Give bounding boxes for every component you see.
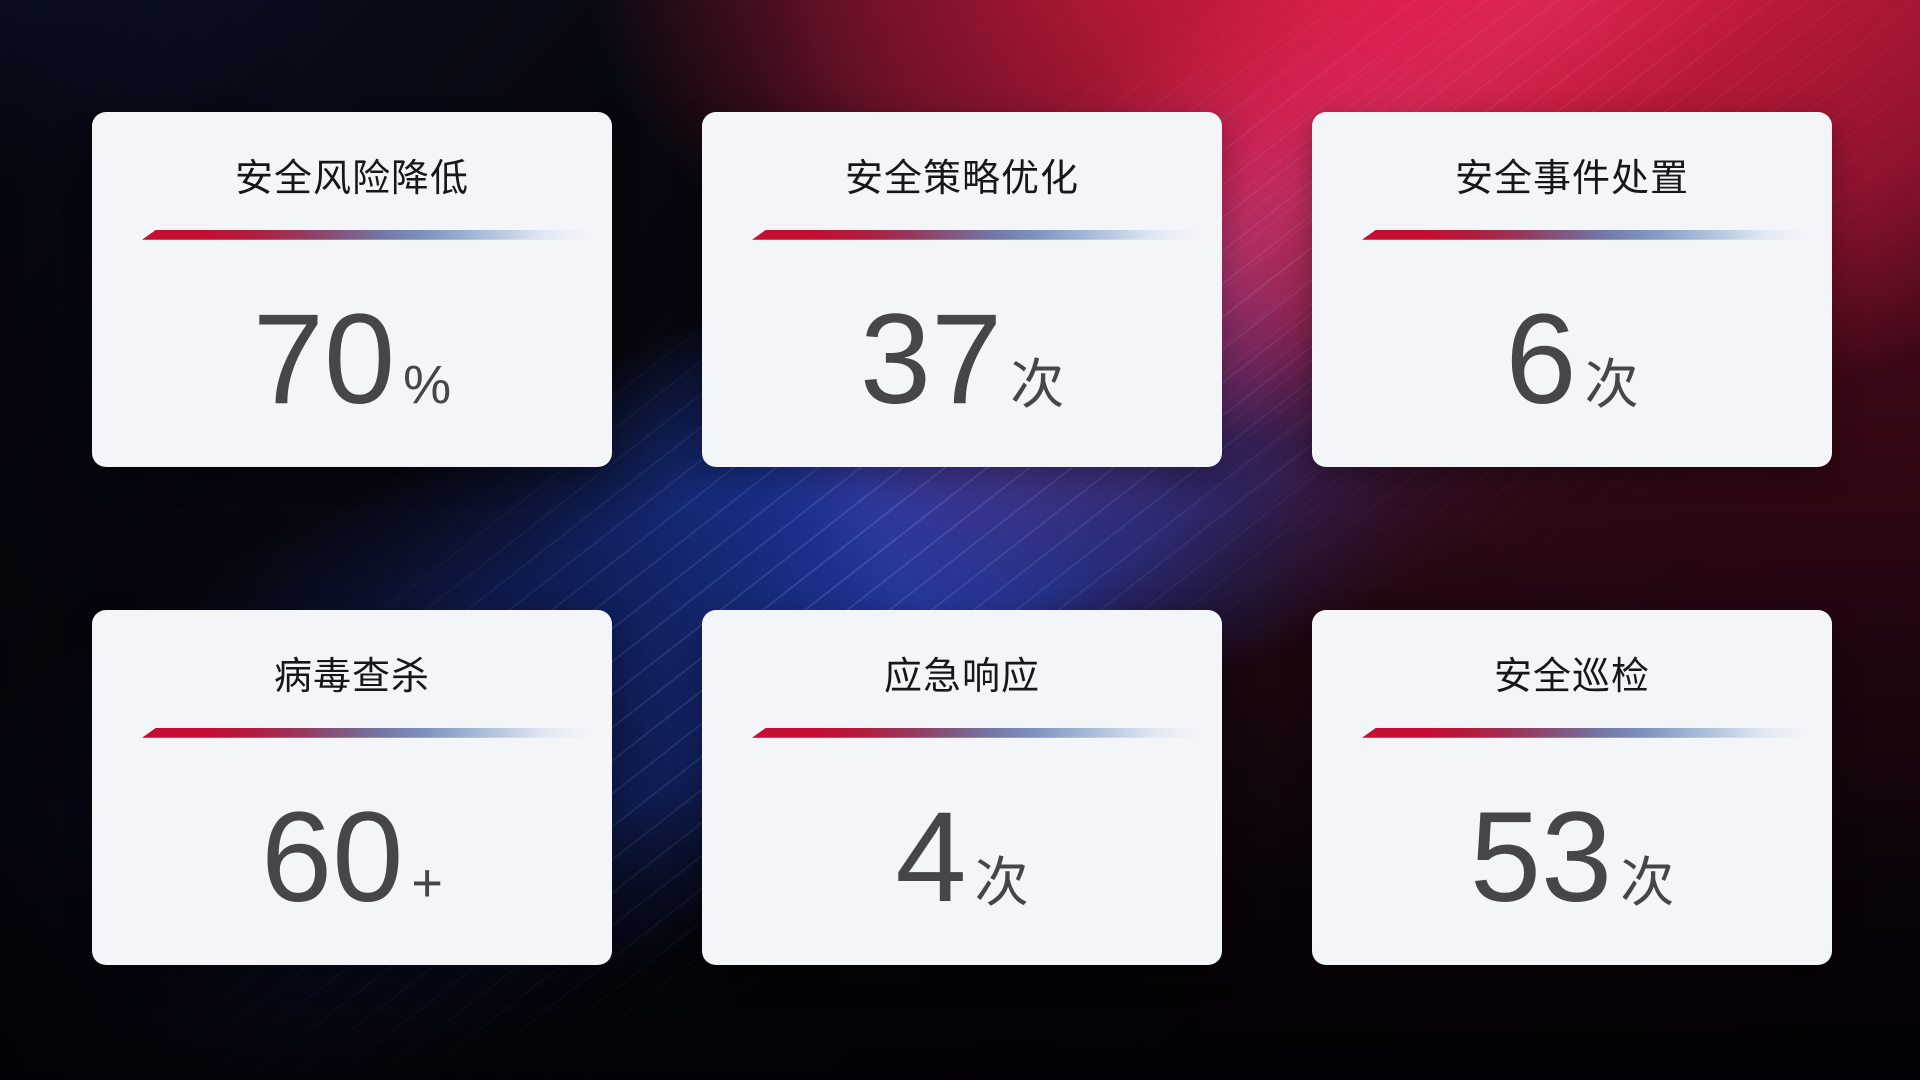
stat-value-number: 37 — [859, 287, 1003, 431]
stat-card-incident-handling: 安全事件处置 6 次 — [1312, 112, 1832, 467]
stat-title: 安全事件处置 — [1454, 158, 1689, 200]
divider-line — [142, 229, 590, 240]
stat-value-row: 53 次 — [1469, 785, 1675, 944]
stat-value-row: 70 % — [252, 287, 452, 446]
stat-card-security-inspection: 安全巡检 53 次 — [1312, 610, 1832, 965]
stat-card-emergency-response: 应急响应 4 次 — [702, 610, 1222, 965]
stat-title: 安全策略优化 — [844, 158, 1079, 200]
stat-value-number: 70 — [252, 287, 396, 431]
stat-title: 安全巡检 — [1493, 656, 1650, 698]
stat-card-virus-scan: 病毒查杀 60 + — [92, 610, 612, 965]
stat-card-policy-optimization: 安全策略优化 37 次 — [702, 112, 1222, 467]
stat-value-unit: 次 — [1010, 354, 1065, 415]
stat-value-unit: + — [411, 852, 443, 913]
stat-value-row: 60 + — [261, 785, 443, 944]
stat-value-unit: 次 — [1584, 354, 1639, 415]
divider-line — [1362, 727, 1810, 738]
stat-value-row: 6 次 — [1505, 287, 1639, 446]
divider-line — [752, 229, 1200, 240]
stat-title: 安全风险降低 — [234, 158, 469, 200]
divider-line — [142, 727, 590, 738]
stat-value-row: 4 次 — [895, 785, 1029, 944]
stat-value-unit: 次 — [974, 852, 1029, 913]
stat-value-unit: % — [403, 354, 452, 415]
stat-title: 病毒查杀 — [273, 656, 430, 698]
stat-value-row: 37 次 — [859, 287, 1065, 446]
stat-value-number: 53 — [1469, 785, 1613, 929]
stats-grid: 安全风险降低 70 % 安全策略优化 37 次 安全事件处置 6 次 病毒查杀 … — [92, 112, 1832, 965]
divider-line — [1362, 229, 1810, 240]
stat-value-number: 4 — [895, 785, 967, 929]
stat-value-unit: 次 — [1620, 852, 1675, 913]
stat-card-risk-reduction: 安全风险降低 70 % — [92, 112, 612, 467]
stat-value-number: 60 — [261, 785, 404, 929]
stat-value-number: 6 — [1505, 287, 1577, 431]
stat-title: 应急响应 — [883, 656, 1040, 698]
divider-line — [752, 727, 1200, 738]
